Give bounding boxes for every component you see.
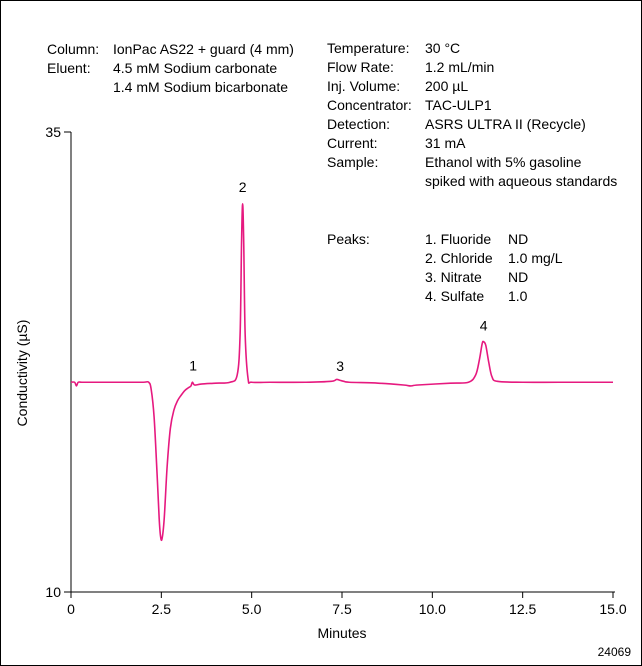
x-tick-label: 12.5 <box>509 601 536 617</box>
condition-label: Column: <box>47 41 100 57</box>
condition-row: Detection: ASRS ULTRA II (Recycle) <box>327 115 617 134</box>
peak-name: 1. Fluoride <box>425 231 492 247</box>
condition-value: spiked with aqueous standards <box>425 173 618 189</box>
peak-name: 3. Nitrate <box>425 269 482 285</box>
condition-value: 4.5 mM Sodium carbonate <box>113 60 278 76</box>
x-tick-label: 5.0 <box>242 601 262 617</box>
condition-value: 1.2 mL/min <box>425 59 495 75</box>
condition-value: ASRS ULTRA II (Recycle) <box>425 116 586 132</box>
peak-amount: ND <box>508 269 529 285</box>
condition-label: Flow Rate: <box>327 59 394 75</box>
peaks-label: Peaks: <box>327 231 370 247</box>
condition-label: Concentrator: <box>327 97 412 113</box>
peak-name: 2. Chloride <box>425 250 493 266</box>
condition-row: Temperature: 30 °C <box>327 39 617 58</box>
condition-value: 31 mA <box>425 135 466 151</box>
peak-labels: 1 2 3 4 <box>189 179 488 374</box>
chromatogram-trace <box>70 202 613 542</box>
peak-label: 1 <box>189 357 197 373</box>
condition-row: Inj. Volume: 200 µL <box>327 77 617 96</box>
y-tick-label: 35 <box>45 124 61 140</box>
condition-row: 1.4 mM Sodium bicarbonate <box>47 78 294 97</box>
peak-label: 4 <box>480 318 488 334</box>
condition-label: Current: <box>327 135 378 151</box>
condition-label <box>47 78 113 97</box>
condition-row: Concentrator: TAC-ULP1 <box>327 96 617 115</box>
y-axis-title: Conductivity (µS) <box>14 320 30 427</box>
condition-value: Ethanol with 5% gasoline <box>425 154 582 170</box>
condition-label: Detection: <box>327 116 391 132</box>
peak-row: Peaks: 1. Fluoride ND <box>327 230 562 249</box>
condition-row: spiked with aqueous standards <box>327 172 617 191</box>
condition-row: Eluent: 4.5 mM Sodium carbonate <box>47 59 294 78</box>
condition-value: IonPac AS22 + guard (4 mm) <box>113 41 294 57</box>
peak-row: 4. Sulfate 1.0 <box>327 287 562 306</box>
condition-value: TAC-ULP1 <box>425 97 492 113</box>
condition-label: Eluent: <box>47 60 91 76</box>
condition-label: Inj. Volume: <box>327 78 401 94</box>
trace-layer <box>70 202 613 542</box>
ticks: 0 2.5 5.0 7.5 10.0 12.5 15.0 10 35 <box>45 124 626 617</box>
x-tick-label: 7.5 <box>332 601 352 617</box>
condition-label: Sample: <box>327 154 379 170</box>
peak-amount: ND <box>508 231 529 247</box>
x-tick-label: 15.0 <box>599 601 626 617</box>
condition-label: Temperature: <box>327 40 410 56</box>
peak-name: 4. Sulfate <box>425 288 485 304</box>
x-tick-label: 0 <box>67 601 75 617</box>
peaks-table: Peaks: 1. Fluoride ND 2. Chloride 1.0 mg… <box>327 230 562 306</box>
condition-value: 1.4 mM Sodium bicarbonate <box>113 79 289 95</box>
condition-row: Current: 31 mA <box>327 134 617 153</box>
conditions-right: Temperature: 30 °C Flow Rate: 1.2 mL/min… <box>327 39 617 191</box>
condition-value: 30 °C <box>425 40 461 56</box>
peak-amount: 1.0 <box>508 288 528 304</box>
condition-value: 200 µL <box>425 78 469 94</box>
conditions-left: Column: IonPac AS22 + guard (4 mm) Eluen… <box>47 40 294 97</box>
x-tick-label: 10.0 <box>419 601 446 617</box>
x-tick-label: 2.5 <box>152 601 172 617</box>
peak-label: 2 <box>239 179 247 195</box>
figure-id: 24069 <box>597 645 631 659</box>
peak-label: 3 <box>336 358 344 374</box>
peak-amount: 1.0 mg/L <box>508 250 563 266</box>
y-tick-label: 10 <box>45 584 61 600</box>
condition-row: Flow Rate: 1.2 mL/min <box>327 58 617 77</box>
condition-row: Sample: Ethanol with 5% gasoline <box>327 153 617 172</box>
x-axis-title: Minutes <box>317 625 366 641</box>
condition-row: Column: IonPac AS22 + guard (4 mm) <box>47 40 294 59</box>
peak-row: 3. Nitrate ND <box>327 268 562 287</box>
peak-row: 2. Chloride 1.0 mg/L <box>327 249 562 268</box>
condition-label <box>327 172 425 191</box>
